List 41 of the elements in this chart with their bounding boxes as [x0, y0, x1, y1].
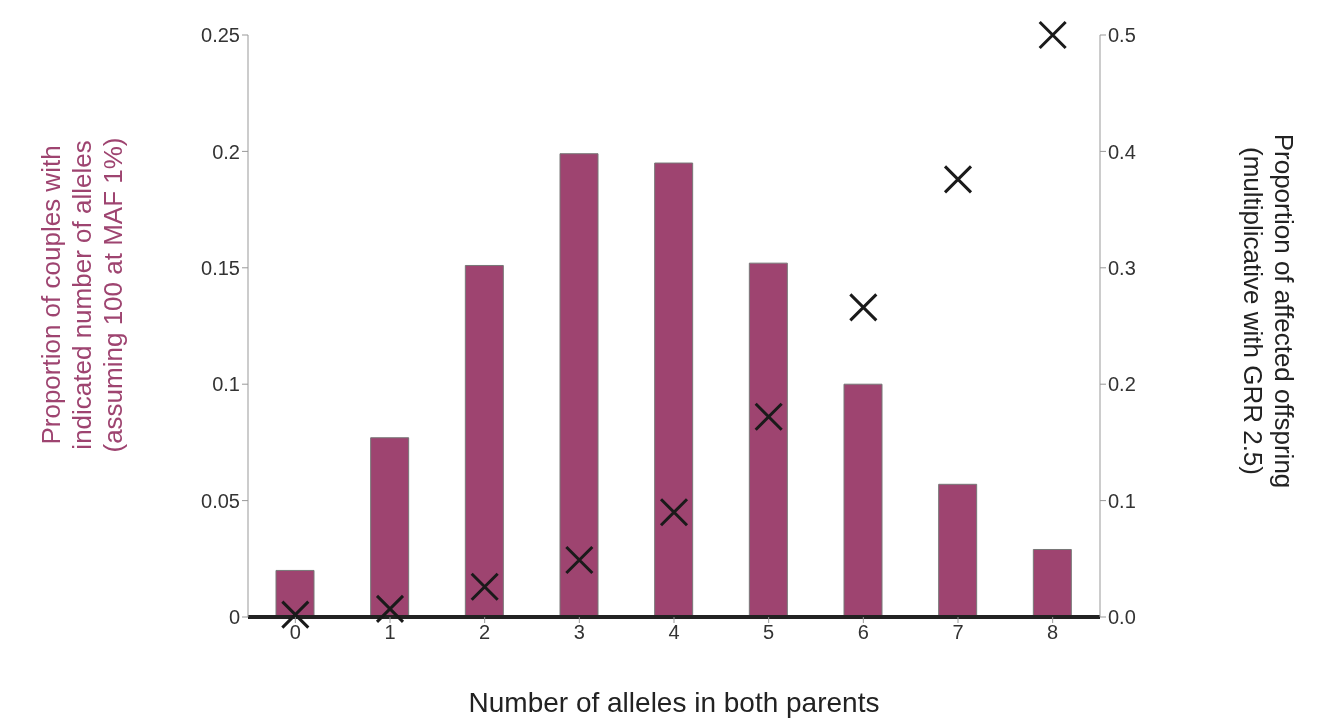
x-tick-label: 6 — [857, 621, 869, 644]
point — [943, 164, 973, 194]
point — [470, 572, 500, 602]
point — [564, 545, 594, 575]
y-tick-label: 0.2 — [212, 140, 240, 163]
y2-tick-label: 0.5 — [1108, 24, 1136, 47]
y2-tick-label: 0.4 — [1108, 140, 1136, 163]
bar — [748, 262, 788, 617]
y-axis-title: Proportion of couples with indicated number of alleles (assuming 100 at MAF 1%) — [36, 137, 128, 453]
y2-tick-label: 0.0 — [1108, 606, 1136, 629]
point — [1038, 20, 1068, 50]
y2-tick-label: 0.1 — [1108, 489, 1136, 512]
y2-tick-label: 0.3 — [1108, 256, 1136, 279]
y2-axis-title: Proportion of affected offspring (multiplicative with GRR 2.5) — [1238, 133, 1299, 489]
x-tick-label: 4 — [668, 621, 680, 644]
bar — [1032, 548, 1072, 617]
x-tick-label: 0 — [289, 621, 301, 644]
x-tick-label: 7 — [952, 621, 964, 644]
x-axis-title: Number of alleles in both parents — [468, 687, 880, 718]
point — [754, 402, 784, 432]
y-tick-label: 0 — [228, 606, 240, 629]
bar — [843, 383, 883, 617]
bar — [275, 569, 315, 617]
bar — [938, 483, 978, 617]
bar — [370, 437, 410, 617]
x-tick-label: 2 — [479, 621, 491, 644]
y-tick-label: 0.15 — [201, 256, 240, 279]
x-tick-label: 5 — [763, 621, 775, 644]
x-tick-label: 1 — [384, 621, 396, 644]
x-tick-label: 8 — [1047, 621, 1059, 644]
point — [375, 594, 405, 624]
bar — [654, 162, 694, 617]
y2-tick-label: 0.2 — [1108, 373, 1136, 396]
point — [659, 497, 689, 527]
y-tick-label: 0.05 — [201, 489, 240, 512]
bar — [464, 264, 504, 617]
y-tick-label: 0.1 — [212, 373, 240, 396]
x-tick-label: 3 — [573, 621, 585, 644]
y-tick-label: 0.25 — [201, 24, 240, 47]
point — [848, 292, 878, 322]
bar — [559, 153, 599, 617]
